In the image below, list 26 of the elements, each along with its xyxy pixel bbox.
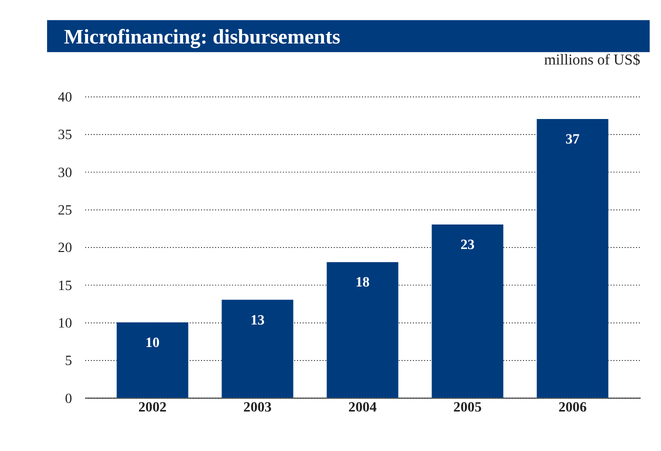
y-tick-label: 35 [58,127,72,144]
y-tick-label: 15 [58,278,72,294]
chart-subtitle: millions of US$ [544,52,641,68]
bar [536,118,608,398]
data-label: 10 [145,334,160,351]
y-tick-label: 0 [64,390,72,407]
y-tick-label: 25 [58,202,72,219]
chart-title: Microfinancing: disbursements [64,26,340,49]
bar [116,322,188,398]
data-label: 13 [250,312,265,328]
y-tick-label: 10 [58,316,72,332]
x-tick-label: 2004 [348,399,377,416]
x-tick-label: 2005 [453,399,482,416]
data-label: 18 [355,274,370,291]
y-tick-label: 30 [58,164,72,181]
x-tick-label: 2003 [243,399,272,416]
data-label: 37 [565,131,580,148]
x-tick-label: 2006 [558,399,587,416]
y-tick-label: 40 [58,90,72,106]
data-label: 23 [460,236,475,253]
y-tick-label: 5 [64,353,72,370]
bar [222,300,294,398]
y-tick-label: 20 [58,240,72,256]
bar [432,224,504,398]
bar [326,262,398,398]
x-tick-label: 2002 [138,399,167,416]
